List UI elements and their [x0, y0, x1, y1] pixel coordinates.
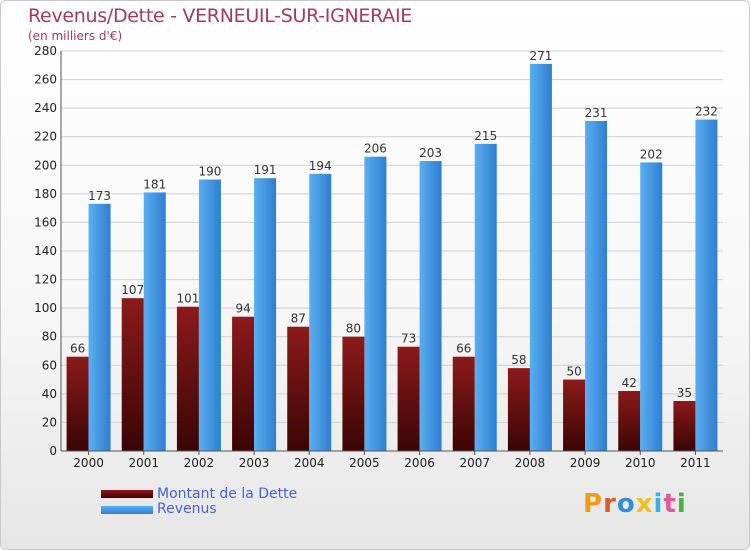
logo-letter: P — [583, 489, 604, 519]
bar-dette — [507, 368, 530, 451]
legend-swatch-revenus — [101, 506, 153, 514]
legend-label-revenus: Revenus — [157, 501, 217, 517]
data-label-revenus: 231 — [585, 106, 608, 120]
bar-dette — [673, 401, 696, 451]
data-label-revenus: 215 — [474, 129, 497, 143]
y-tick-label: 0 — [49, 444, 57, 458]
data-label-revenus: 202 — [640, 147, 663, 161]
bar-dette — [232, 316, 255, 451]
bar-revenus — [419, 161, 442, 451]
chart-title: Revenus/Dette - VERNEUIL-SUR-IGNERAIE — [28, 5, 412, 27]
bar-revenus — [364, 156, 387, 451]
bar-revenus — [529, 63, 552, 451]
y-tick-label: 260 — [34, 73, 57, 87]
data-label-dette: 66 — [456, 342, 471, 356]
x-tick-label: 2010 — [625, 456, 656, 470]
data-label-dette: 94 — [235, 302, 250, 316]
bar-revenus — [640, 162, 663, 451]
y-tick-label: 80 — [42, 330, 57, 344]
bar-dette — [342, 336, 365, 451]
data-label-dette: 50 — [566, 365, 581, 379]
data-label-revenus: 206 — [364, 142, 387, 156]
logo-letter: r — [603, 489, 617, 519]
data-label-revenus: 173 — [88, 189, 111, 203]
y-tick-label: 20 — [42, 415, 57, 429]
y-tick-label: 200 — [34, 158, 57, 172]
bar-revenus — [309, 173, 332, 451]
data-label-dette: 58 — [511, 353, 526, 367]
bar-revenus — [585, 121, 608, 451]
bar-revenus — [198, 179, 221, 452]
y-tick-label: 60 — [42, 358, 57, 372]
data-label-dette: 42 — [622, 376, 637, 390]
x-tick-label: 2007 — [459, 456, 490, 470]
data-label-dette: 80 — [346, 322, 361, 336]
data-label-revenus: 181 — [143, 177, 166, 191]
bar-dette — [66, 356, 89, 451]
bars: 66 173 107 181 101 190 94 191 87 194 80 206 73 203 66 2… — [66, 49, 718, 452]
data-label-dette: 107 — [121, 283, 144, 297]
data-label-dette: 66 — [70, 342, 85, 356]
data-label-revenus: 232 — [695, 105, 718, 119]
y-axis: 0 20 40 60 80 100 120 140 160 180 200 220 240 260 280 — [34, 44, 62, 458]
legend-swatch-dette — [101, 490, 153, 498]
data-label-dette: 101 — [176, 292, 199, 306]
bar-revenus — [143, 192, 166, 451]
bar-dette — [563, 379, 586, 451]
y-tick-label: 160 — [34, 215, 57, 229]
data-label-dette: 73 — [401, 332, 416, 346]
grid-lines — [61, 50, 723, 452]
y-tick-label: 220 — [34, 130, 57, 144]
x-tick-label: 2001 — [128, 456, 159, 470]
bar-dette — [397, 346, 420, 451]
bar-dette — [287, 326, 310, 451]
data-label-revenus: 190 — [198, 165, 221, 179]
proxiti-logo: Proxiti — [583, 489, 687, 519]
y-tick-label: 120 — [34, 273, 57, 287]
y-tick-label: 140 — [34, 244, 57, 258]
data-label-revenus: 191 — [254, 163, 277, 177]
bar-dette — [121, 298, 144, 451]
x-tick-label: 2004 — [294, 456, 325, 470]
bar-dette — [452, 356, 475, 451]
x-tick-label: 2008 — [515, 456, 546, 470]
data-label-revenus: 203 — [419, 146, 442, 160]
y-tick-label: 240 — [34, 101, 57, 115]
bar-revenus — [474, 143, 497, 451]
logo-letter: i — [653, 489, 664, 519]
bar-revenus — [695, 119, 718, 452]
y-tick-label: 40 — [42, 387, 57, 401]
data-label-dette: 87 — [291, 312, 306, 326]
bar-dette — [176, 306, 199, 451]
data-label-dette: 35 — [677, 386, 692, 400]
logo-letter: o — [616, 489, 636, 519]
bar-dette — [618, 391, 641, 451]
bar-revenus — [88, 203, 111, 451]
logo-letter: i — [676, 489, 687, 519]
data-label-revenus: 271 — [529, 49, 552, 63]
chart-subtitle: (en milliers d'€) — [28, 29, 123, 43]
logo-letter: t — [663, 489, 677, 519]
x-tick-label: 2006 — [404, 456, 435, 470]
y-tick-label: 180 — [34, 187, 57, 201]
x-tick-label: 2011 — [680, 456, 711, 470]
x-tick-label: 2000 — [73, 456, 104, 470]
y-tick-label: 280 — [34, 44, 57, 58]
x-tick-label: 2009 — [570, 456, 601, 470]
logo-letter: x — [635, 489, 654, 519]
data-label-revenus: 194 — [309, 159, 332, 173]
x-tick-label: 2003 — [239, 456, 270, 470]
legend-label-dette: Montant de la Dette — [157, 486, 298, 502]
x-axis: 2000 2001 2002 2003 2004 2005 2006 2007 2008 2009… — [61, 450, 723, 470]
x-tick-label: 2002 — [184, 456, 215, 470]
y-tick-label: 100 — [34, 301, 57, 315]
bar-revenus — [254, 178, 277, 451]
x-tick-label: 2005 — [349, 456, 380, 470]
